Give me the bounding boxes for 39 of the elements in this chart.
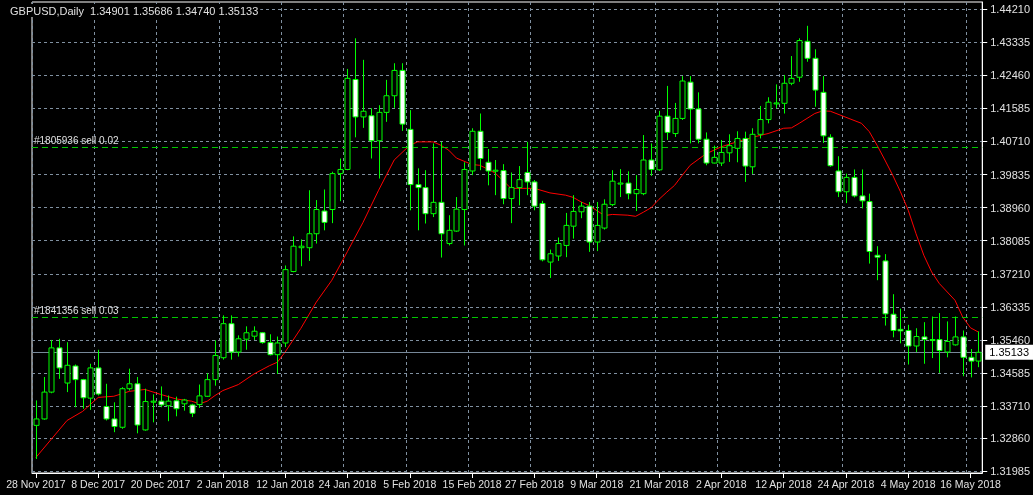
ref-line-label: 1.35133 [989,346,1029,359]
x-tick-label: 16 May 2018 [940,477,1002,490]
x-tick-label: 5 Feb 2018 [383,477,437,490]
y-tick-label: 1.38960 [990,201,1030,214]
y-tick-label: 1.31985 [990,465,1030,478]
y-tick-label: 1.32860 [990,432,1030,445]
y-tick-label: 1.42460 [990,69,1030,82]
x-tick-label: 20 Dec 2017 [130,477,191,490]
x-tick-label: 2 Apr 2018 [695,477,747,490]
x-tick-label: 12 Apr 2018 [755,477,813,490]
x-tick-label: 8 Dec 2017 [71,477,126,490]
candlestick [827,133,834,167]
y-tick-label: 1.36335 [990,300,1030,313]
x-tick-label: 27 Feb 2018 [504,477,565,490]
x-tick-label: 9 Mar 2018 [570,477,624,490]
y-tick-label: 1.38085 [990,234,1030,247]
y-tick-label: 1.44210 [990,3,1030,16]
y-tick-label: 1.37210 [990,267,1030,280]
candlestick [820,75,827,144]
y-tick-label: 1.40710 [990,135,1030,148]
x-tick-label: 21 Mar 2018 [629,477,689,490]
candlestick [874,245,881,281]
x-tick-label: 24 Apr 2018 [817,477,875,490]
y-tick-label: 1.39835 [990,168,1030,181]
ref-line-label: #1805936 sell 0.02 [34,134,119,146]
y-tick-label: 1.34585 [990,367,1030,380]
ref-line-label: #1841356 sell 0.03 [34,304,119,316]
x-tick-label: 12 Jan 2018 [256,477,315,490]
chart-title: GBPUSD,Daily 1.34901 1.35686 1.34740 1.35133 [10,4,259,17]
x-tick-label: 4 May 2018 [880,477,936,490]
x-tick-label: 28 Nov 2017 [6,477,66,490]
x-tick-label: 24 Jan 2018 [318,477,377,490]
line-series [35,110,979,458]
y-tick-label: 1.33710 [990,400,1030,413]
y-tick-label: 1.41585 [990,102,1030,115]
x-tick-label: 2 Jan 2018 [196,477,249,490]
x-tick-label: 15 Feb 2018 [442,477,502,490]
y-tick-label: 1.43335 [990,36,1030,49]
y-tick-label: 1.35460 [990,333,1030,346]
